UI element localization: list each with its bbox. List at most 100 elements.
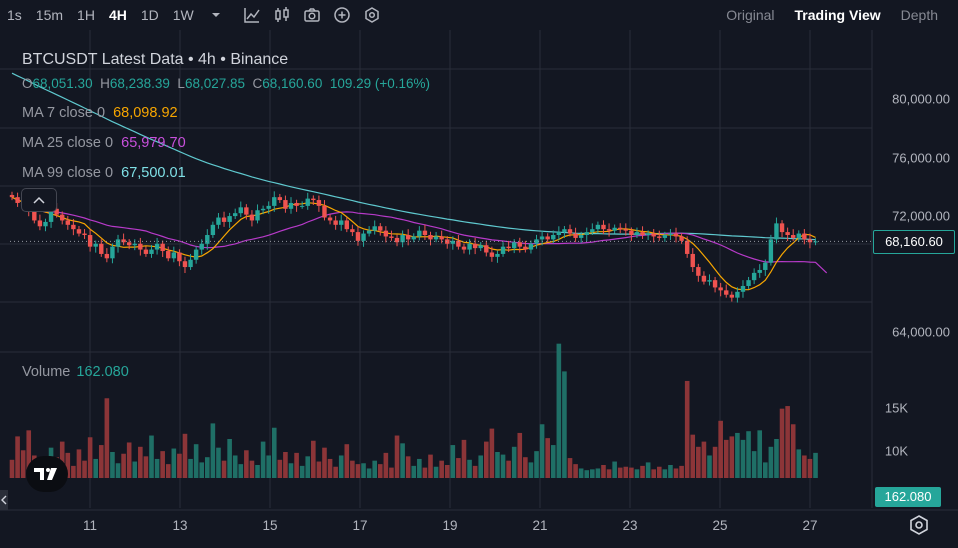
timeframe-1w[interactable]: 1W bbox=[172, 7, 194, 23]
volume-bar bbox=[640, 465, 645, 478]
chevron-left-icon bbox=[1, 495, 7, 505]
candle-body bbox=[751, 272, 757, 281]
candle-body bbox=[774, 223, 779, 240]
candle-body bbox=[199, 243, 204, 250]
volume-bar bbox=[76, 449, 82, 478]
volume-bar bbox=[623, 466, 629, 478]
candle-body bbox=[149, 249, 154, 254]
timeframe-4h[interactable]: 4H bbox=[108, 7, 127, 23]
candle-body bbox=[350, 229, 355, 233]
ma99-value: 67,500.01 bbox=[121, 165, 186, 181]
candle-body bbox=[210, 224, 216, 236]
candle-body bbox=[205, 235, 210, 244]
volume-bar bbox=[701, 441, 707, 478]
timeframe-1d[interactable]: 1D bbox=[140, 7, 159, 23]
candle-body bbox=[87, 235, 93, 247]
tradingview-logo[interactable] bbox=[26, 456, 68, 492]
ma25-value: 65,979.70 bbox=[121, 135, 186, 151]
candle-body bbox=[277, 197, 283, 201]
candle-body bbox=[389, 236, 394, 238]
volume-bar bbox=[461, 439, 467, 478]
candle-body bbox=[489, 252, 495, 257]
candle-body bbox=[500, 246, 506, 254]
candle-body bbox=[651, 233, 656, 237]
volume-bar bbox=[154, 458, 160, 478]
timeframe-1s[interactable]: 1s bbox=[7, 7, 22, 23]
candle-body bbox=[785, 232, 790, 236]
candle-body bbox=[288, 202, 294, 209]
volume-bar bbox=[556, 343, 562, 478]
settings-hex-icon[interactable] bbox=[357, 0, 387, 30]
candle-body bbox=[606, 229, 612, 231]
candle-body bbox=[684, 240, 690, 254]
volume-bar bbox=[523, 457, 528, 478]
volume-bar bbox=[316, 461, 322, 478]
candle-body bbox=[640, 232, 645, 236]
volume-bar bbox=[673, 468, 679, 478]
candle-body bbox=[244, 207, 249, 215]
volume-bar bbox=[751, 451, 757, 478]
volume-bar bbox=[456, 458, 461, 478]
candle-body bbox=[322, 205, 327, 218]
view-trading-view[interactable]: Trading View bbox=[794, 7, 881, 23]
candle-body bbox=[545, 236, 550, 240]
settings-icon[interactable] bbox=[908, 514, 930, 536]
candle-body bbox=[512, 242, 517, 249]
view-depth[interactable]: Depth bbox=[900, 7, 938, 23]
volume-bar bbox=[327, 458, 333, 478]
volume-bar bbox=[71, 465, 76, 478]
ma7-row[interactable]: MA 7 close 0 68,098.92 bbox=[22, 98, 430, 128]
volume-bar bbox=[595, 468, 601, 478]
volume-bar bbox=[216, 447, 221, 478]
plus-circle-icon[interactable] bbox=[327, 0, 357, 30]
volume-bar bbox=[612, 461, 617, 478]
candles-icon[interactable] bbox=[267, 0, 297, 30]
candle-body bbox=[757, 269, 762, 273]
line-chart-icon[interactable] bbox=[237, 0, 267, 30]
volume-bar bbox=[132, 461, 138, 478]
volume-bar bbox=[193, 444, 199, 478]
volume-bar bbox=[227, 439, 232, 478]
ma25-line bbox=[11, 196, 828, 274]
candle-body bbox=[807, 239, 813, 243]
candle-body bbox=[266, 205, 271, 209]
candle-body bbox=[43, 221, 48, 227]
price-axis-label: 64,000.00 bbox=[892, 324, 950, 340]
volume-bar bbox=[723, 439, 729, 478]
view-original[interactable]: Original bbox=[726, 7, 775, 23]
candle-body bbox=[590, 229, 595, 233]
volume-bar bbox=[372, 460, 377, 478]
volume-bar bbox=[422, 467, 428, 478]
volume-bar bbox=[305, 456, 311, 478]
symbol-title: BTCUSDT Latest Data • 4h • Binance bbox=[22, 51, 289, 68]
volume-bar bbox=[768, 446, 774, 478]
volume-bar bbox=[294, 452, 299, 478]
timeframe-15m[interactable]: 15m bbox=[35, 7, 64, 23]
candle-body bbox=[238, 207, 243, 214]
ma99-row[interactable]: MA 99 close 0 67,500.01 bbox=[22, 158, 430, 188]
time-axis-label: 23 bbox=[622, 518, 638, 533]
volume-bar bbox=[188, 458, 193, 478]
ma25-row[interactable]: MA 25 close 0 65,979.70 bbox=[22, 128, 430, 158]
candle-body bbox=[37, 220, 43, 227]
candle-body bbox=[48, 208, 54, 222]
candle-body bbox=[132, 243, 137, 246]
volume-bar bbox=[366, 468, 372, 478]
candle-body bbox=[534, 239, 539, 244]
time-axis-label: 17 bbox=[352, 518, 368, 533]
legend-collapse-button[interactable] bbox=[21, 188, 57, 212]
candle-body bbox=[662, 235, 668, 238]
volume-bar bbox=[266, 455, 271, 478]
candle-body bbox=[71, 224, 76, 230]
volume-bar bbox=[9, 459, 15, 478]
camera-icon[interactable] bbox=[297, 0, 327, 30]
candle-body bbox=[523, 246, 528, 250]
timeframe-1h[interactable]: 1H bbox=[77, 7, 95, 23]
volume-bar bbox=[495, 452, 500, 478]
candle-body bbox=[366, 230, 372, 234]
candle-body bbox=[143, 249, 149, 254]
scroll-left-button[interactable] bbox=[0, 490, 8, 510]
price-chart[interactable] bbox=[0, 30, 958, 548]
chevron-down-icon[interactable] bbox=[201, 0, 231, 30]
candle-body bbox=[556, 232, 562, 236]
